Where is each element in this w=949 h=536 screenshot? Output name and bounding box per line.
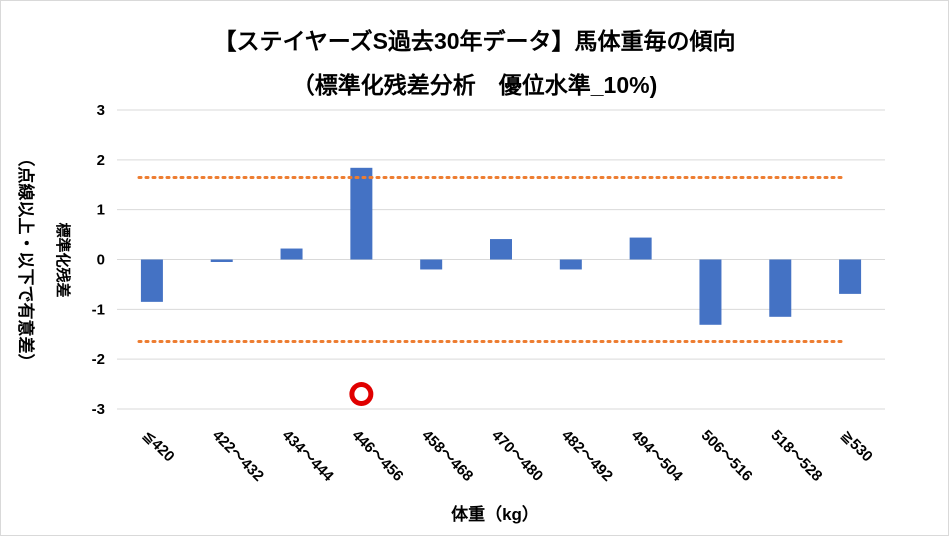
y-tick-label: 3 <box>97 102 105 119</box>
y-axis-subtitle: （点線以上・以下で有意差） <box>16 150 36 371</box>
y-tick-label: -3 <box>92 401 105 418</box>
x-tick-label: 506～516 <box>698 427 756 485</box>
bar <box>490 239 512 260</box>
bar <box>420 259 443 270</box>
bar <box>210 259 233 262</box>
bar <box>699 259 722 325</box>
bar <box>629 237 652 260</box>
y-tick-label: -2 <box>92 351 105 368</box>
x-tick-label: 458～468 <box>418 427 476 485</box>
bar <box>140 259 163 302</box>
bar <box>769 259 792 317</box>
y-tick-label: 0 <box>97 252 105 269</box>
x-tick-label: 470～480 <box>488 427 546 485</box>
y-axis-title: 標準化残差 <box>54 222 72 297</box>
y-tick-label: -1 <box>92 301 105 318</box>
x-tick-label: 518～528 <box>767 427 825 485</box>
x-tick-label: 434～444 <box>279 427 337 485</box>
x-tick-label: ≦420 <box>139 427 178 466</box>
x-tick-label: 494～504 <box>628 427 686 485</box>
bar <box>559 259 582 270</box>
y-tick-label: 1 <box>97 202 105 219</box>
chart-title: 【ステイヤーズS過去30年データ】馬体重毎の傾向 <box>213 28 736 54</box>
x-tick-label: 422～432 <box>209 427 267 485</box>
y-tick-label: 2 <box>97 152 105 169</box>
bar <box>839 259 862 294</box>
chart-subtitle: （標準化残差分析 優位水準_10%) <box>291 72 658 98</box>
x-axis-title: 体重（kg） <box>451 504 539 524</box>
x-tick-label: 446～456 <box>349 427 407 485</box>
bar <box>350 167 373 260</box>
x-tick-label: ≧530 <box>837 427 876 466</box>
highlight-marker-inner <box>354 387 369 402</box>
x-tick-label: 482～492 <box>558 427 616 485</box>
bar <box>280 248 303 260</box>
